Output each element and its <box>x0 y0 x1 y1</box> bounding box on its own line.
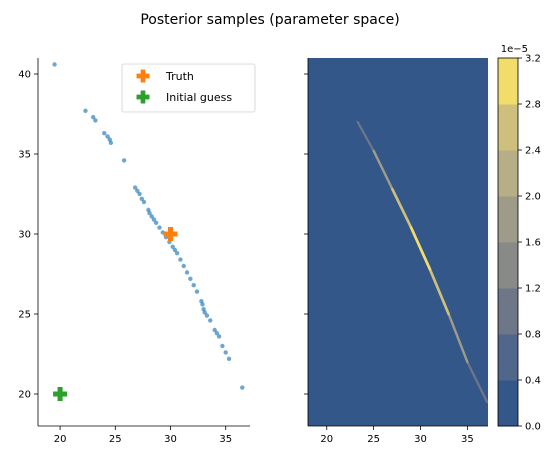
sample-point <box>157 225 162 230</box>
sample-point <box>102 131 107 136</box>
sample-point <box>220 343 225 349</box>
y-tick-label: 25 <box>18 310 31 321</box>
sample-point <box>204 313 210 318</box>
x-tick-label: 35 <box>219 434 232 445</box>
colorbar-tick-label: 1.2 <box>525 284 541 295</box>
x-tick-label: 35 <box>461 434 474 445</box>
right-x-ticks: 20 25 30 35 <box>320 426 474 445</box>
markers <box>53 227 178 402</box>
sample-point <box>240 385 245 390</box>
x-tick-label: 20 <box>320 434 333 445</box>
x-tick-label: 20 <box>54 434 67 445</box>
sample-point <box>208 318 213 323</box>
sample-point <box>137 191 142 197</box>
sample-point <box>121 158 127 163</box>
legend-truth-plus <box>136 69 150 83</box>
sample-point <box>214 331 220 336</box>
y-tick-label: 30 <box>18 230 31 241</box>
colorbar-multiplier: 1e−5 <box>501 44 528 55</box>
colorbar-levels <box>498 58 518 427</box>
y-tick-label: 35 <box>18 150 31 161</box>
legend-frame <box>121 63 256 113</box>
legend: Truth Initial guess <box>121 63 256 113</box>
colorbar-tick-label: 2.8 <box>525 100 541 111</box>
sample-point <box>178 257 183 262</box>
sample-point <box>181 263 186 269</box>
sample-point <box>174 251 180 256</box>
colorbar-level <box>498 334 518 381</box>
legend-initial-plus <box>136 90 150 104</box>
colorbar-ticks: 0.0 0.4 0.8 1.2 1.6 2.0 2.4 2.8 3.2 <box>518 54 541 433</box>
right-y-ticks <box>304 73 308 395</box>
left-y-ticks: 20 25 30 35 40 <box>18 70 38 401</box>
x-tick-label: 30 <box>164 434 177 445</box>
left-x-ticks: 20 25 30 35 <box>54 426 232 445</box>
sample-point <box>200 302 205 307</box>
sample-point <box>147 211 152 216</box>
initial-guess-marker <box>53 387 68 402</box>
legend-initial-marker <box>136 90 150 104</box>
y-tick-label: 40 <box>18 70 31 81</box>
sample-point <box>184 270 190 275</box>
sample-point <box>170 244 175 249</box>
sample-point <box>151 217 157 222</box>
sample-point <box>141 199 147 205</box>
colorbar-tick-label: 2.0 <box>525 192 541 203</box>
colorbar-level <box>498 196 518 243</box>
legend-truth-marker <box>136 69 150 83</box>
scatter-panel: 20 25 30 35 20 25 30 35 40 Truth Initial guess <box>18 58 256 445</box>
colorbar-level <box>498 104 518 151</box>
sample-point <box>153 220 159 225</box>
heatmap-panel: 20 25 30 35 <box>304 58 489 445</box>
x-tick-label: 25 <box>367 434 380 445</box>
sample-point <box>108 140 114 145</box>
sample-point <box>194 289 200 294</box>
legend-truth-label: Truth <box>165 70 194 83</box>
sample-point <box>93 118 98 123</box>
x-tick-label: 30 <box>414 434 427 445</box>
figure-title: Posterior samples (parameter space) <box>140 12 399 28</box>
heatmap-ridge <box>356 120 489 404</box>
ridge-peak <box>409 226 432 271</box>
colorbar: 0.0 0.4 0.8 1.2 1.6 2.0 2.4 2.8 3.2 1e−5 <box>497 44 541 433</box>
sample-point <box>188 276 193 281</box>
colorbar-tick-label: 1.6 <box>525 238 541 249</box>
sample-point <box>135 188 140 193</box>
colorbar-level <box>498 288 518 335</box>
colorbar-level <box>498 150 518 197</box>
sample-point <box>132 185 138 190</box>
legend-initial-label: Initial guess <box>166 91 232 104</box>
sample-point <box>191 283 196 288</box>
x-tick-label: 25 <box>109 434 122 445</box>
sample-point <box>83 108 88 114</box>
sample-points <box>52 62 245 390</box>
colorbar-level <box>498 58 518 105</box>
sample-point <box>226 356 232 361</box>
colorbar-level <box>498 242 518 289</box>
sample-point <box>172 247 178 253</box>
colorbar-tick-label: 3.2 <box>525 54 541 65</box>
y-tick-label: 20 <box>18 390 31 401</box>
sample-point <box>212 327 217 333</box>
sample-point <box>216 334 222 339</box>
sample-point <box>105 134 110 139</box>
sample-point <box>91 115 96 120</box>
heatmap-background <box>308 58 488 426</box>
colorbar-tick-label: 0.0 <box>525 422 541 433</box>
sample-point <box>52 62 57 67</box>
colorbar-level <box>498 380 518 427</box>
colorbar-tick-label: 0.8 <box>525 330 541 341</box>
sample-point <box>223 350 228 355</box>
colorbar-tick-label: 2.4 <box>525 146 541 157</box>
sample-point <box>149 214 154 219</box>
sample-point <box>139 196 144 201</box>
sample-point <box>202 310 207 315</box>
truth-marker <box>163 227 178 241</box>
colorbar-tick-label: 0.4 <box>525 376 541 387</box>
